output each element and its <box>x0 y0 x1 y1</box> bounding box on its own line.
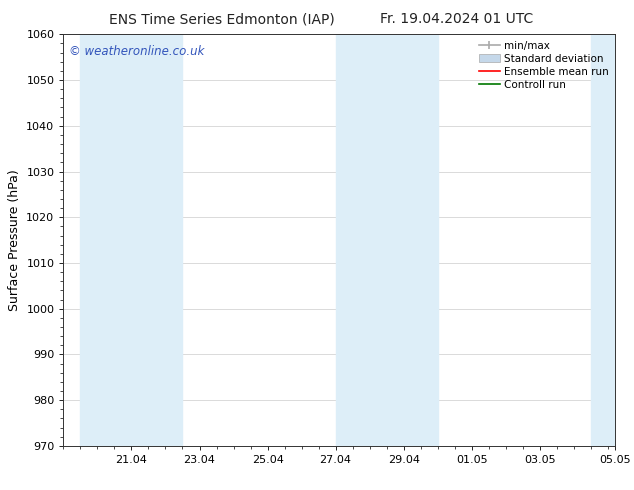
Text: Fr. 19.04.2024 01 UTC: Fr. 19.04.2024 01 UTC <box>380 12 533 26</box>
Text: ENS Time Series Edmonton (IAP): ENS Time Series Edmonton (IAP) <box>109 12 335 26</box>
Y-axis label: Surface Pressure (hPa): Surface Pressure (hPa) <box>8 169 21 311</box>
Bar <box>335 34 387 446</box>
Bar <box>131 34 183 446</box>
Bar <box>387 34 437 446</box>
Bar <box>81 34 131 446</box>
Legend: min/max, Standard deviation, Ensemble mean run, Controll run: min/max, Standard deviation, Ensemble me… <box>476 37 612 93</box>
Text: © weatheronline.co.uk: © weatheronline.co.uk <box>69 45 204 58</box>
Bar <box>591 34 615 446</box>
